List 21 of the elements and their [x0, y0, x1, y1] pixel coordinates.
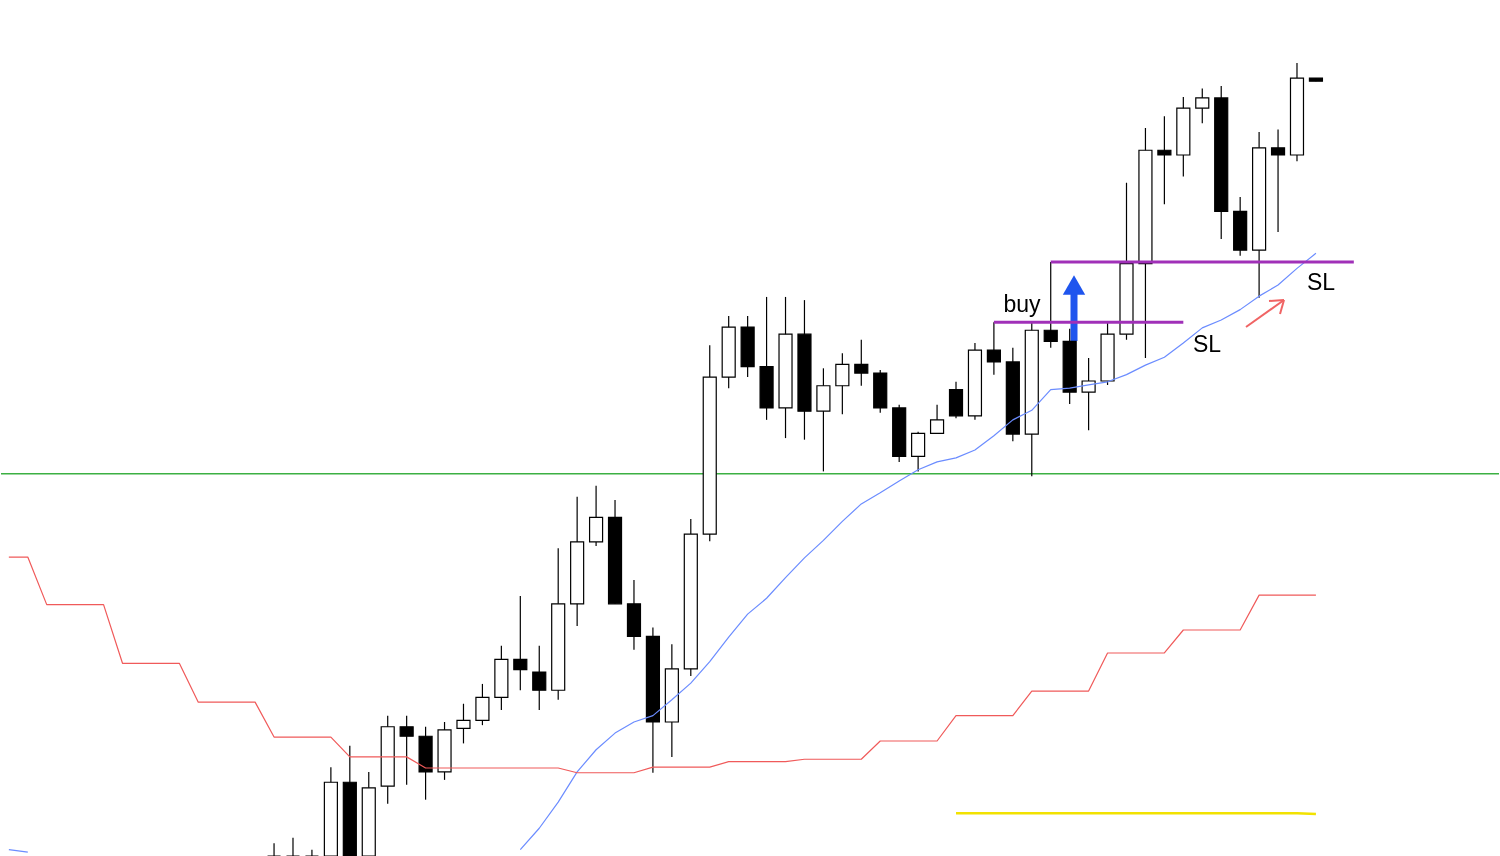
candlestick	[1195, 87, 1210, 124]
candlestick	[1081, 357, 1096, 431]
annotation: SL	[1192, 331, 1222, 357]
candlestick	[929, 404, 945, 434]
candlestick	[399, 715, 414, 786]
candlestick	[854, 339, 869, 387]
candlestick	[475, 683, 490, 726]
candlestick	[835, 352, 850, 415]
candlestick	[532, 645, 547, 711]
annotation: SL	[1306, 269, 1336, 295]
candlestick	[285, 837, 301, 856]
candlestick	[513, 595, 528, 691]
annotation: buy	[1003, 291, 1042, 317]
candlestick	[986, 321, 1001, 376]
candlestick	[911, 431, 926, 472]
candlestick	[1043, 261, 1058, 349]
candlestick	[456, 703, 471, 744]
candlestick	[304, 849, 320, 856]
candlestick	[1157, 115, 1172, 205]
candlestick	[266, 842, 282, 856]
candlestick	[1270, 129, 1286, 233]
